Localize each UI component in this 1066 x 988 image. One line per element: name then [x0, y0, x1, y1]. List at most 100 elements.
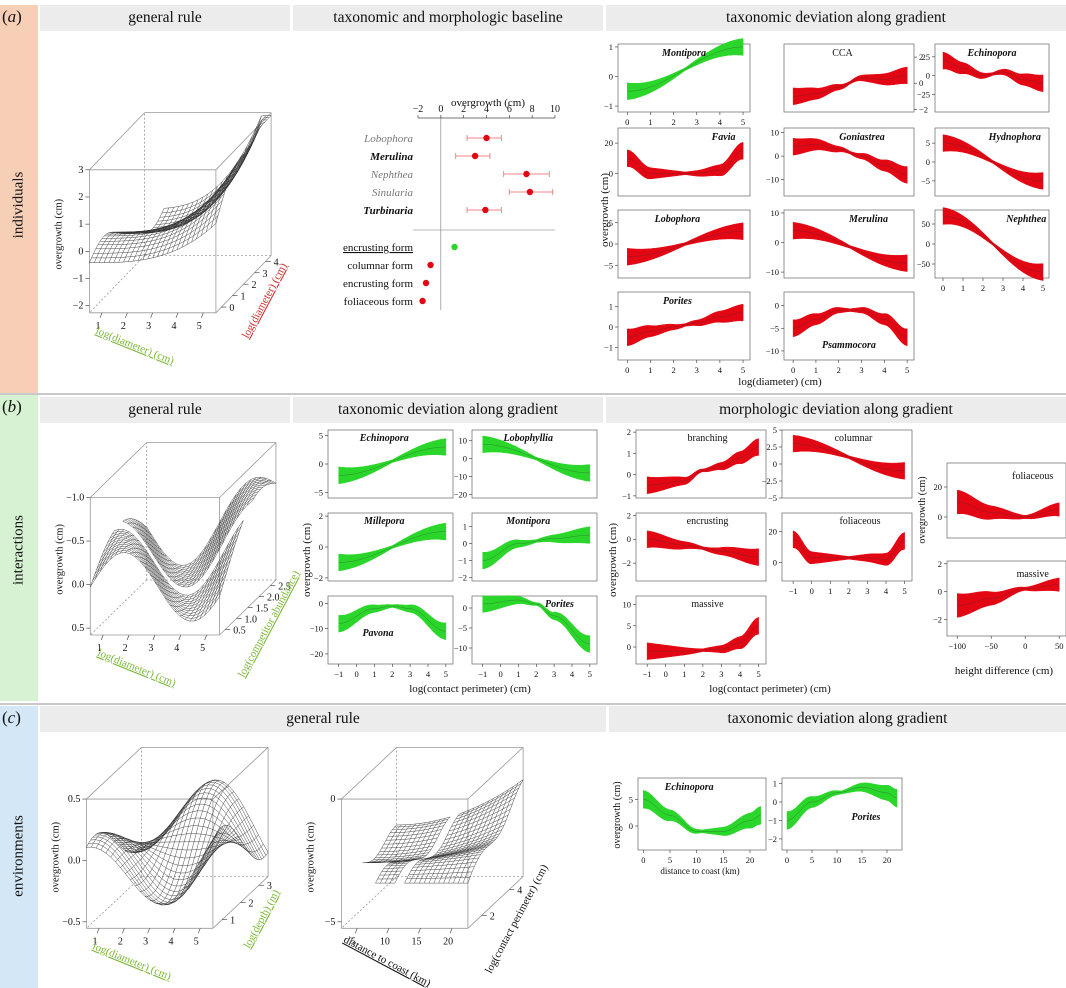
- y-tick-label: 25: [922, 52, 931, 62]
- y-tick-label: −25: [917, 90, 930, 100]
- y-tick-label: 0: [773, 459, 777, 469]
- x-tick-label: 4: [1021, 283, 1026, 293]
- mesh-line: [162, 564, 187, 574]
- mesh-line: [377, 849, 432, 856]
- z-tick-label: −0.5: [62, 917, 80, 928]
- y-tick-label: −50: [917, 259, 930, 269]
- mesh-line: [442, 820, 507, 845]
- y-tick-label: −2: [768, 834, 777, 844]
- mesh-line: [147, 546, 172, 562]
- series-line: [957, 501, 1060, 518]
- x-tick-label: 1: [516, 669, 520, 679]
- x-tick-label: 5: [194, 936, 199, 947]
- x-tick-label: 0: [791, 365, 795, 375]
- cube-edge: [341, 876, 397, 929]
- chart-echinopora: −5 0 5 Echinopora: [314, 429, 454, 499]
- series-line: [338, 531, 446, 563]
- y-tick-label: 1: [240, 292, 245, 303]
- x-tick-label: 0: [641, 855, 645, 865]
- x-tick-label: 2: [123, 643, 128, 654]
- mesh-line: [389, 818, 446, 884]
- mesh-line: [428, 803, 485, 884]
- mesh-line: [222, 482, 247, 545]
- series-label: Millepora: [363, 516, 405, 527]
- mesh-line: [179, 584, 204, 617]
- chart-montipora: −1 0 1 0 1 2 3 4 5 Montipora: [604, 38, 751, 127]
- mesh-line: [181, 162, 238, 248]
- mesh-line: [219, 520, 244, 597]
- series-line: [482, 599, 590, 645]
- y-tick-label: 5: [926, 138, 930, 148]
- series-line: [942, 60, 1044, 84]
- mesh-line: [467, 779, 524, 884]
- x-tick-label: 3: [148, 643, 153, 654]
- mesh-line: [189, 570, 214, 622]
- y-tick-label: 0.5: [233, 626, 246, 637]
- mesh-line: [139, 561, 165, 578]
- panel-c-sidebar: (c) environments: [0, 706, 38, 988]
- mesh-line: [199, 552, 224, 620]
- mesh-line: [142, 538, 167, 557]
- mesh-line: [194, 561, 219, 622]
- mesh-line: [367, 824, 402, 863]
- y-tick-label: 0: [627, 642, 631, 652]
- x-tick-label: 2: [390, 669, 394, 679]
- x-tick: [125, 312, 128, 318]
- surface-b: −1.0 −0.5 0.0 0.5 overgrowth (cm) 1 2 3 4 5 log(di…: [54, 442, 302, 690]
- x-tick-label: 5: [444, 669, 448, 679]
- z-tick-label: 1: [78, 219, 83, 230]
- x-tick-label: 2: [981, 283, 985, 293]
- plot-frame: [471, 512, 598, 582]
- confidence-band: [792, 138, 908, 184]
- mesh-line: [413, 861, 477, 868]
- mesh-line: [438, 798, 495, 884]
- y-tick-label: −1: [458, 556, 467, 566]
- y-tick-label: −2: [314, 573, 323, 583]
- b-tax-x-label: log(contact perimeter) (cm): [409, 683, 531, 695]
- x-tick: [147, 928, 150, 934]
- series-line: [647, 539, 759, 558]
- mesh-line: [95, 529, 120, 580]
- y-tick-label: 5: [627, 621, 631, 631]
- mesh-line: [132, 203, 189, 262]
- mesh-line: [410, 866, 475, 871]
- estimate-point: [451, 243, 458, 251]
- series-label: Porites: [852, 812, 881, 823]
- mesh-line: [167, 562, 192, 578]
- mesh-line: [459, 779, 524, 814]
- panel-b-letter: (b): [2, 397, 22, 416]
- taxon-label: Turbinaria: [363, 205, 413, 217]
- y-tick-label: −5: [604, 260, 613, 270]
- mesh-line: [157, 561, 182, 570]
- mesh-line: [104, 531, 130, 565]
- y-tick-label: 0: [926, 157, 930, 167]
- x-tick: [99, 312, 103, 318]
- panel-c-header-tax: taxonomic deviation along gradient: [609, 706, 1066, 732]
- x-tick-label: 3: [143, 936, 148, 947]
- cube-edge: [467, 876, 524, 929]
- series-label: columnar: [835, 433, 873, 444]
- estimate-point: [526, 188, 534, 196]
- x-tick-label: 20: [746, 855, 755, 865]
- mesh-line: [236, 477, 262, 518]
- y-tick-label: −1: [604, 101, 613, 111]
- y-tick-label: 5: [773, 425, 777, 435]
- x-tick-label: 2: [847, 586, 851, 596]
- baseline-tick-label: 10: [550, 104, 560, 115]
- x-tick-label: 4: [168, 936, 173, 947]
- confidence-band: [627, 141, 744, 180]
- mesh-line: [113, 207, 170, 263]
- y-tick-label: −5: [458, 623, 467, 633]
- mesh-line: [375, 821, 431, 884]
- x-tick-label: 4: [738, 669, 743, 679]
- mesh-line: [436, 833, 500, 854]
- mesh-line: [192, 528, 217, 586]
- panel-a-sidebar: (a) individuals: [0, 5, 38, 393]
- mesh-line: [152, 553, 177, 566]
- y-tick-label: 2: [319, 511, 323, 521]
- x-tick-label: 15: [858, 855, 867, 865]
- chart-columnar: −5 −2.5 0 2.5 5 columnar: [762, 425, 913, 503]
- mesh-line: [226, 479, 252, 535]
- z-tick-label: −2: [73, 301, 84, 312]
